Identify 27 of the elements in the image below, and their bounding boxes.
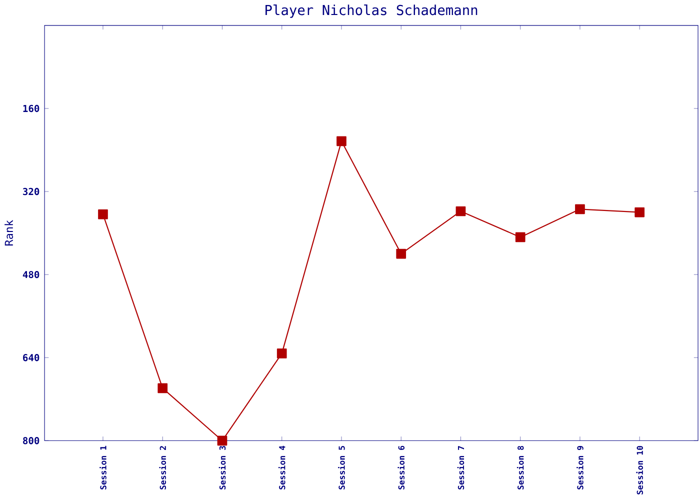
- point: [634, 207, 645, 218]
- point: [276, 348, 287, 358]
- x-tick-label: Session 1: [100, 446, 106, 490]
- y-tick-label: 640: [23, 354, 40, 362]
- y-tick-label: 800: [23, 437, 40, 444]
- point: [515, 232, 526, 242]
- y-tick-label: 320: [23, 188, 40, 196]
- point: [396, 248, 406, 259]
- point: [456, 206, 466, 216]
- point: [575, 204, 585, 214]
- chart-title: Player Nicholas Schademann: [266, 4, 478, 18]
- y-axis-title: Rank: [4, 220, 14, 246]
- y-tick-label: 480: [22, 270, 40, 278]
- point: [336, 136, 346, 146]
- x-tick-label: Session 7: [457, 446, 464, 490]
- point: [217, 436, 228, 446]
- x-tick-label: Session 9: [576, 446, 584, 490]
- y-tick-label: 160: [23, 104, 40, 112]
- x-tick-label: Session 2: [159, 446, 166, 490]
- x-tick-label: Session 10: [636, 446, 643, 494]
- x-tick-label: Session 3: [218, 446, 226, 490]
- x-tick-label: Session 5: [338, 446, 345, 490]
- point: [98, 209, 108, 220]
- point: [158, 383, 168, 394]
- x-tick-label: Session 8: [516, 446, 524, 490]
- x-tick-label: Session 6: [398, 446, 405, 490]
- x-tick-label: Session 4: [278, 446, 286, 490]
